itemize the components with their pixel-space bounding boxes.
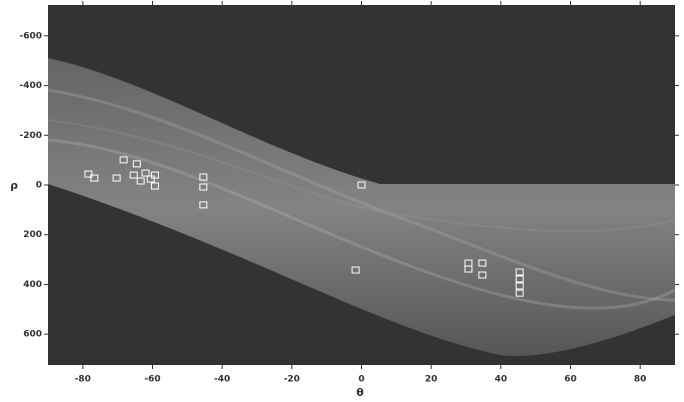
peak-marker: [357, 181, 366, 189]
y-axis-label: ρ: [10, 179, 18, 192]
x-axis-label: θ: [356, 386, 364, 399]
peak-marker: [515, 268, 524, 276]
peak-marker: [84, 170, 93, 178]
peak-marker: [515, 282, 524, 290]
peak-marker: [129, 171, 138, 179]
peak-marker: [199, 201, 208, 209]
peak-marker: [464, 265, 473, 273]
x-tick-label: 80: [634, 375, 647, 385]
x-tick-label: -20: [284, 375, 300, 385]
peak-marker: [150, 171, 159, 179]
peak-marker: [141, 169, 150, 177]
y-tick-label: 200: [23, 230, 42, 240]
x-tick-label: 40: [495, 375, 508, 385]
y-tick-label: -400: [19, 81, 42, 91]
peak-marker: [119, 156, 128, 164]
y-tick-label: -600: [19, 31, 42, 41]
y-tick-label: 400: [23, 280, 42, 290]
x-tick-label: -60: [144, 375, 160, 385]
peak-marker: [146, 175, 155, 183]
x-tick-label: 0: [358, 375, 364, 385]
x-tick-label: 60: [564, 375, 577, 385]
y-tick-label: 600: [23, 330, 42, 340]
peak-marker: [136, 177, 145, 185]
peak-marker: [112, 174, 121, 182]
peak-marker: [199, 173, 208, 181]
peak-marker: [515, 275, 524, 283]
accumulator-band: [48, 58, 675, 356]
peak-marker: [478, 271, 487, 279]
y-tick-label: -200: [19, 131, 42, 141]
peak-marker: [351, 266, 360, 274]
peak-marker: [150, 182, 159, 190]
y-tick-label: 0: [36, 181, 42, 191]
x-tick-label: -40: [214, 375, 230, 385]
peak-marker: [515, 289, 524, 297]
peak-marker: [132, 160, 141, 168]
peak-marker: [90, 174, 99, 182]
peak-marker: [478, 259, 487, 267]
x-tick-label: -80: [75, 375, 91, 385]
peak-marker: [199, 183, 208, 191]
x-tick-label: 20: [425, 375, 438, 385]
